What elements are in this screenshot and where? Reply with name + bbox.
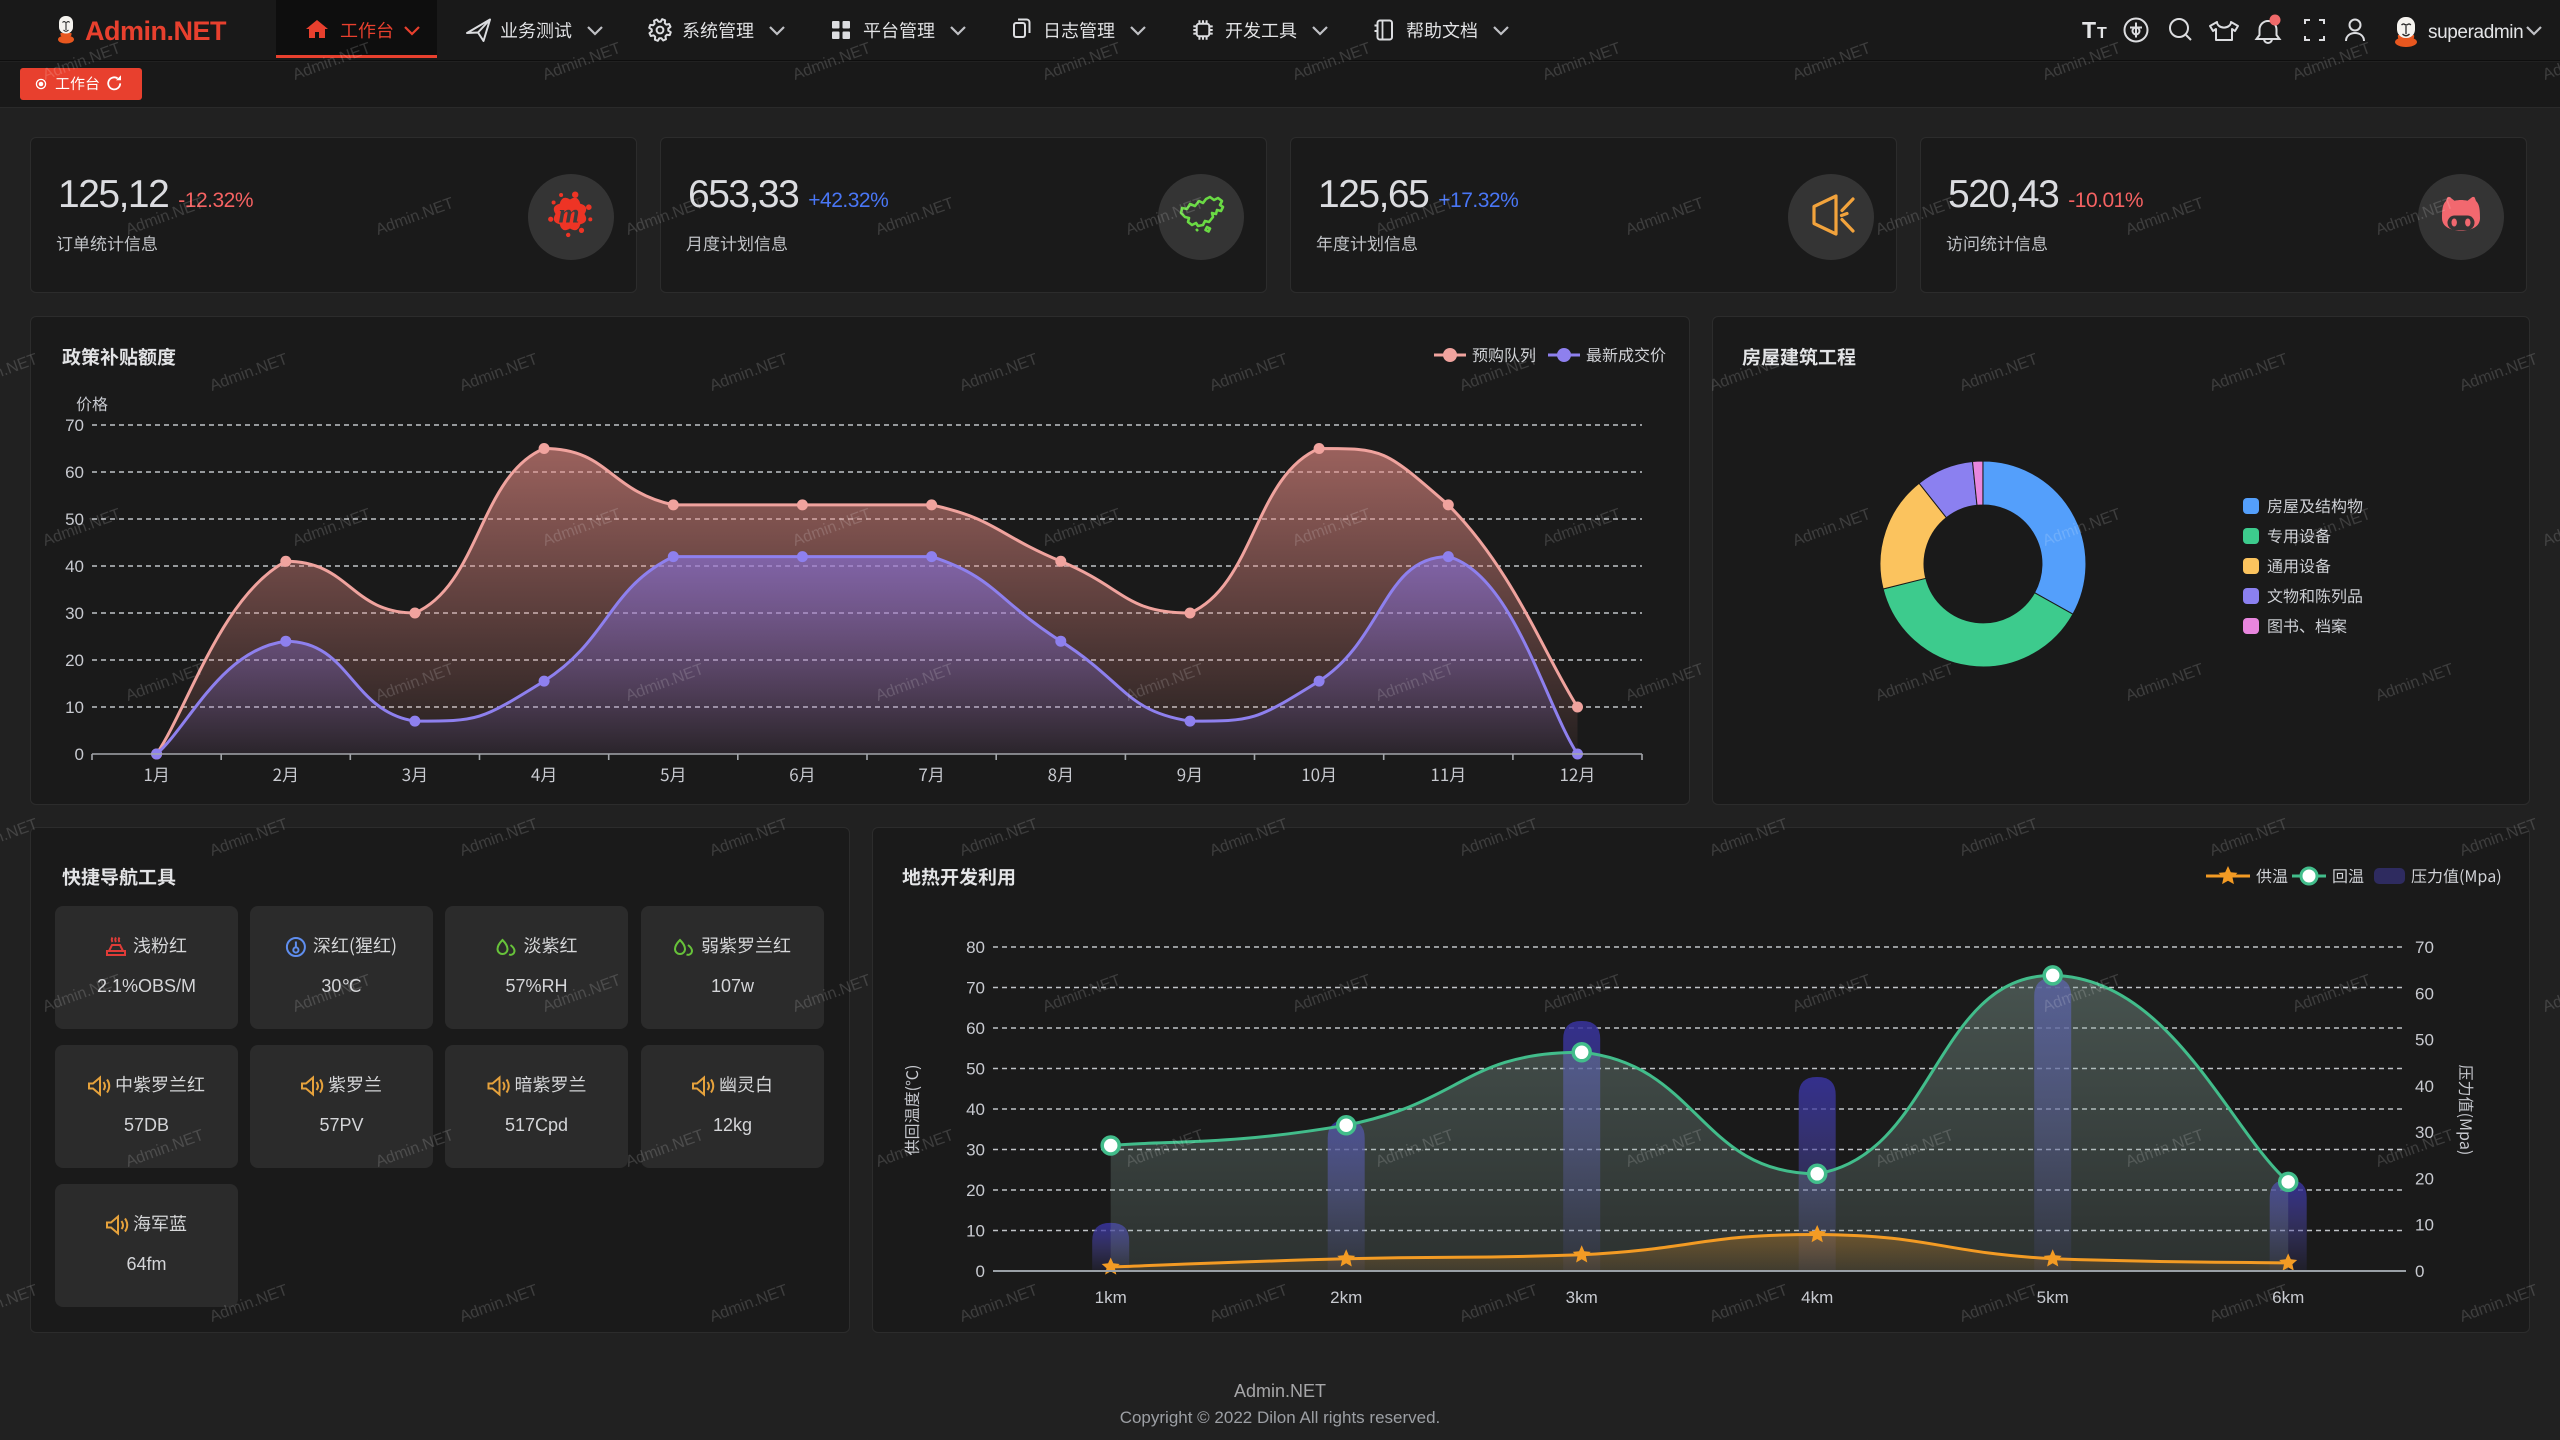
svg-text:Admin.NET: Admin.NET xyxy=(2541,506,2560,550)
svg-text:Admin.NET: Admin.NET xyxy=(2541,972,2560,1016)
